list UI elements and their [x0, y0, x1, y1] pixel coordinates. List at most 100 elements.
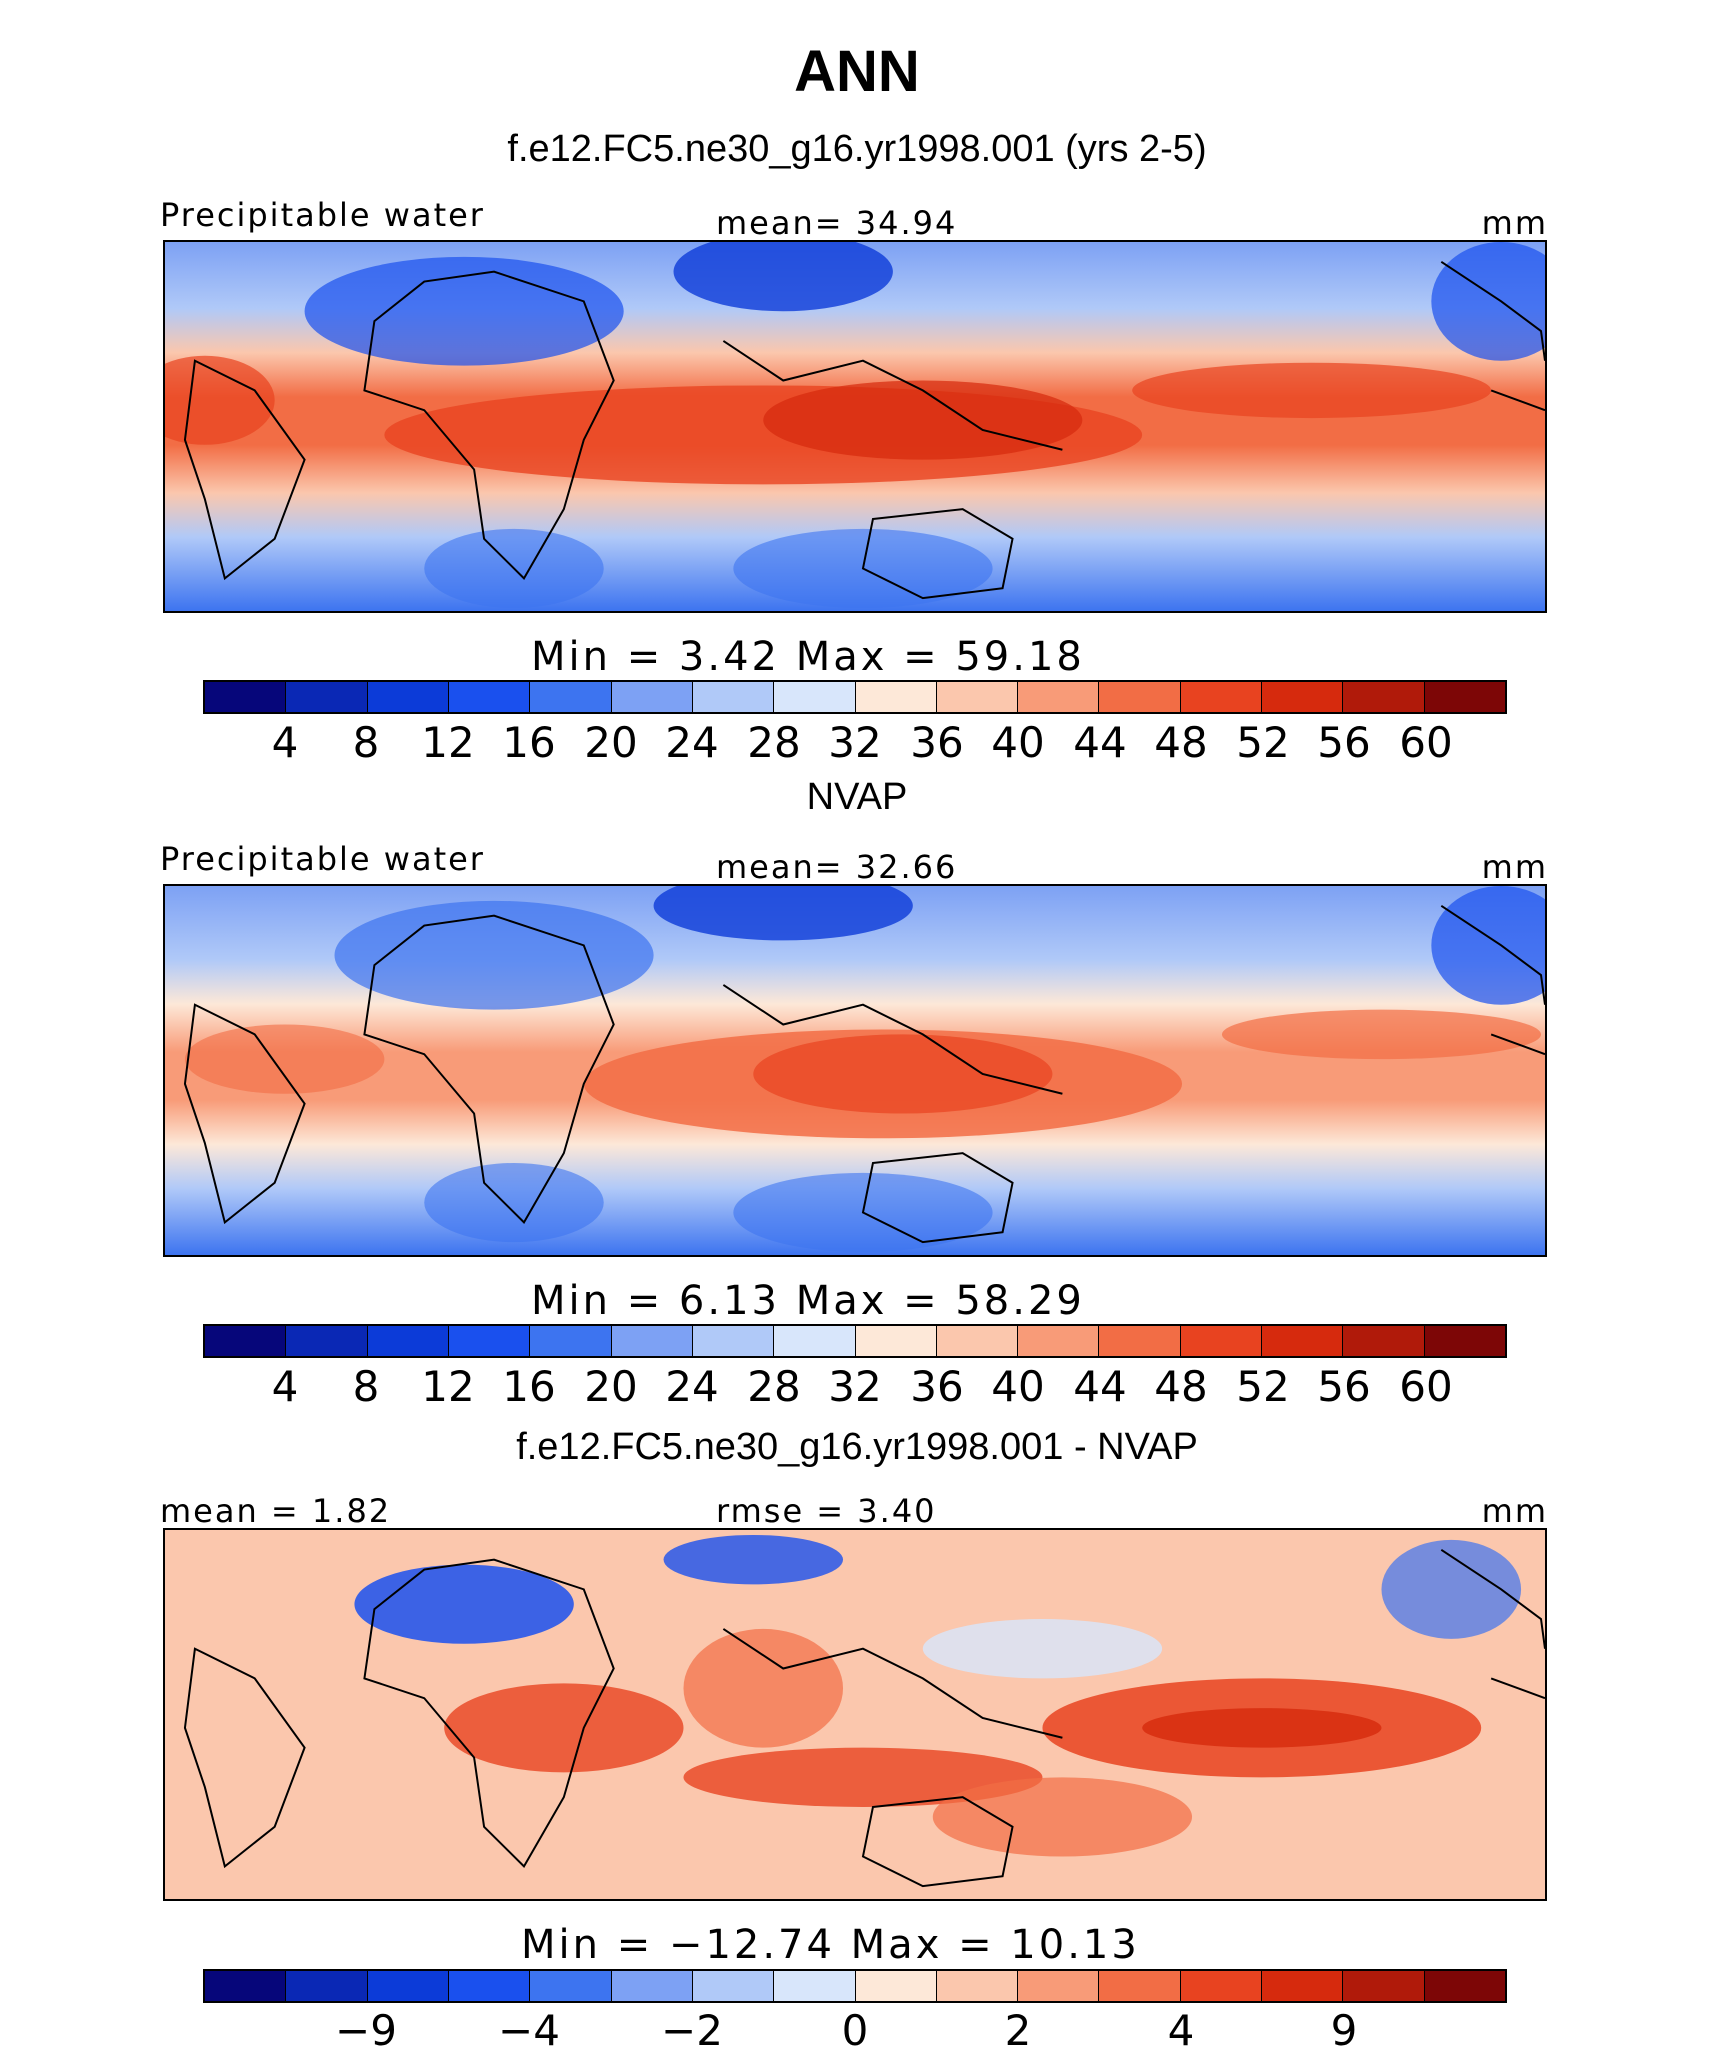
- panel1-colorbar: [203, 680, 1507, 714]
- cbar1-swatch: [286, 682, 368, 712]
- cbar1-swatch: [1018, 682, 1100, 712]
- cbar2-tick-label: 24: [665, 1362, 719, 1411]
- cbar2-tick-label: 4: [271, 1362, 299, 1411]
- cbar3-tick-label: 0: [841, 2006, 869, 2055]
- cbar1-tick-label: 20: [584, 718, 638, 767]
- cbar3-tick-label: 2: [1004, 2006, 1032, 2055]
- cbar3-tick-label: −9: [335, 2006, 397, 2055]
- cbar1-tick-label: 40: [991, 718, 1045, 767]
- obs-panel-title: NVAP: [806, 776, 908, 818]
- cbar2-tick-label: 36: [910, 1362, 964, 1411]
- cbar1-tick-label: 16: [502, 718, 556, 767]
- panel1-units-label: mm: [1481, 204, 1548, 242]
- cbar1-swatch: [1180, 682, 1263, 712]
- cbar2-tick-label: 32: [828, 1362, 882, 1411]
- cbar2-swatch: [692, 1326, 775, 1356]
- panel2-minmax: Min = 6.13 Max = 58.29: [531, 1278, 1085, 1324]
- cbar3-swatch: [448, 1971, 531, 2001]
- panel3-rmse-label: rmse = 3.40: [716, 1492, 937, 1530]
- cbar3-swatch: [1180, 1971, 1263, 2001]
- cbar2-swatch: [774, 1326, 856, 1356]
- cbar3-swatch: [286, 1971, 368, 2001]
- cbar3-tick-label: 9: [1330, 2006, 1358, 2055]
- cbar1-swatch: [855, 682, 937, 712]
- panel3-mean-label: mean = 1.82: [160, 1492, 392, 1530]
- cbar1-tick-label: 44: [1073, 718, 1127, 767]
- cbar1-swatch: [611, 682, 693, 712]
- cbar3-swatch: [611, 1971, 693, 2001]
- cbar1-swatch: [1262, 682, 1344, 712]
- cbar2-swatch: [448, 1326, 531, 1356]
- cbar3-swatch: [1424, 1971, 1505, 2001]
- cbar2-swatch: [936, 1326, 1019, 1356]
- cbar1-tick-label: 4: [271, 718, 299, 767]
- cbar2-swatch: [1099, 1326, 1181, 1356]
- cbar2-tick-label: 52: [1236, 1362, 1290, 1411]
- cbar2-swatch: [286, 1326, 368, 1356]
- cbar1-tick-label: 48: [1154, 718, 1208, 767]
- panel2-variable-label: Precipitable water: [160, 840, 485, 878]
- cbar3-swatch: [1018, 1971, 1100, 2001]
- cbar1-swatch: [530, 682, 612, 712]
- panel1-variable-label: Precipitable water: [160, 196, 485, 234]
- cbar2-swatch: [611, 1326, 693, 1356]
- diff-map-plot: [165, 1530, 1545, 1899]
- cbar2-tick-label: 44: [1073, 1362, 1127, 1411]
- model-map-plot: [165, 242, 1545, 611]
- cbar1-swatch: [774, 682, 856, 712]
- figure-title: ANN: [794, 39, 920, 104]
- cbar1-tick-label: 8: [352, 718, 380, 767]
- cbar3-swatch: [1262, 1971, 1344, 2001]
- cbar1-swatch: [1424, 682, 1505, 712]
- panel3-colorbar: [203, 1969, 1507, 2003]
- model-map: [163, 240, 1547, 613]
- diff-map: [163, 1528, 1547, 1901]
- cbar1-tick-label: 12: [421, 718, 475, 767]
- panel3-units-label: mm: [1481, 1492, 1548, 1530]
- cbar2-swatch: [1018, 1326, 1100, 1356]
- obs-map-plot: [165, 886, 1545, 1255]
- cbar2-tick-label: 12: [421, 1362, 475, 1411]
- cbar2-tick-label: 56: [1317, 1362, 1371, 1411]
- cbar3-tick-label: −2: [661, 2006, 723, 2055]
- cbar1-swatch: [205, 682, 287, 712]
- cbar1-tick-label: 32: [828, 718, 882, 767]
- cbar3-swatch: [1343, 1971, 1425, 2001]
- panel2-colorbar: [203, 1324, 1507, 1358]
- cbar1-swatch: [448, 682, 531, 712]
- cbar2-tick-label: 8: [352, 1362, 380, 1411]
- cbar3-swatch: [1099, 1971, 1181, 2001]
- cbar2-swatch: [1424, 1326, 1505, 1356]
- panel2-units-label: mm: [1481, 848, 1548, 886]
- model-panel-title: f.e12.FC5.ne30_g16.yr1998.001 (yrs 2-5): [507, 128, 1207, 170]
- cbar1-tick-label: 28: [747, 718, 801, 767]
- cbar1-swatch: [936, 682, 1019, 712]
- cbar1-tick-label: 56: [1317, 718, 1371, 767]
- cbar1-tick-label: 24: [665, 718, 719, 767]
- obs-map: [163, 884, 1547, 1257]
- cbar1-swatch: [1099, 682, 1181, 712]
- cbar1-swatch: [1343, 682, 1425, 712]
- cbar2-swatch: [205, 1326, 287, 1356]
- panel1-mean-label: mean= 34.94: [716, 204, 958, 242]
- cbar2-swatch: [1180, 1326, 1263, 1356]
- cbar1-swatch: [692, 682, 775, 712]
- cbar3-swatch: [936, 1971, 1019, 2001]
- panel3-minmax: Min = −12.74 Max = 10.13: [521, 1922, 1140, 1968]
- cbar3-swatch: [367, 1971, 449, 2001]
- cbar3-swatch: [530, 1971, 612, 2001]
- cbar1-swatch: [367, 682, 449, 712]
- panel1-minmax: Min = 3.42 Max = 59.18: [531, 634, 1085, 680]
- cbar1-tick-label: 52: [1236, 718, 1290, 767]
- cbar2-swatch: [1343, 1326, 1425, 1356]
- cbar3-swatch: [205, 1971, 287, 2001]
- cbar2-tick-label: 40: [991, 1362, 1045, 1411]
- cbar2-swatch: [530, 1326, 612, 1356]
- cbar2-tick-label: 28: [747, 1362, 801, 1411]
- cbar2-tick-label: 48: [1154, 1362, 1208, 1411]
- panel2-mean-label: mean= 32.66: [716, 848, 958, 886]
- cbar3-tick-label: −4: [498, 2006, 560, 2055]
- cbar3-swatch: [855, 1971, 937, 2001]
- diff-panel-title: f.e12.FC5.ne30_g16.yr1998.001 - NVAP: [516, 1426, 1198, 1468]
- cbar2-swatch: [1262, 1326, 1344, 1356]
